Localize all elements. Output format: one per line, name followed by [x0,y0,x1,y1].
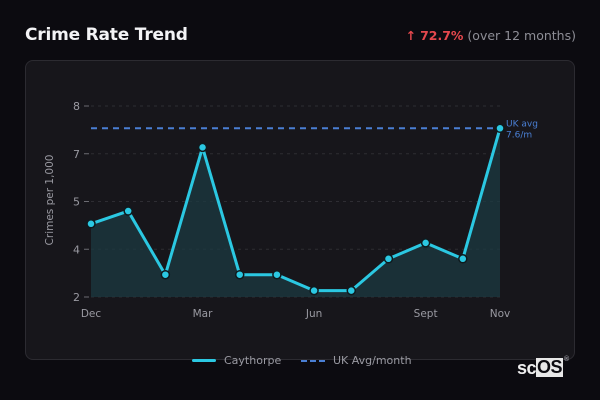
trend-percent: 72.7% [420,28,464,43]
data-point[interactable] [272,269,282,280]
y-tick-label: 5 [73,196,80,209]
data-point[interactable] [123,206,133,216]
trend-up-arrow-icon: ↑ [405,28,417,43]
y-axis-label: Crimes per 1,000 [44,155,56,246]
data-point[interactable] [346,285,357,296]
x-tick-label: Mar [193,308,213,320]
x-tick-label: Nov [490,308,511,320]
page-title: Crime Rate Trend [25,25,188,45]
data-points [86,123,505,296]
uk-average-annotation-line1: UK avg [506,119,538,129]
data-point[interactable] [197,142,208,153]
data-point[interactable] [234,269,245,280]
chart-legend: Caythorpe UK Avg/month [0,354,600,372]
trend-summary: ↑ 72.7% (over 12 months) [406,28,576,43]
trend-note: (over 12 months) [467,28,576,43]
legend-item-caythorpe[interactable]: Caythorpe [192,354,281,367]
dashed-line-swatch-icon [301,359,325,362]
y-tick-label: 7 [73,148,80,161]
y-tick-label: 2 [73,291,80,304]
data-point[interactable] [458,254,468,264]
data-point[interactable] [420,238,431,248]
uk-average-annotation-line2: 7.6/m [506,130,532,140]
legend-label-uk-average: UK Avg/month [333,354,412,367]
y-axis: 2 4 5 7 8 [73,100,89,304]
legend-label-caythorpe: Caythorpe [224,354,282,367]
data-point[interactable] [383,254,394,264]
x-tick-label: Jun [305,308,322,320]
y-tick-label: 4 [73,243,80,256]
x-axis: Dec Mar Jun Sept Nov [81,308,510,320]
series-line-caythorpe [90,127,502,293]
registered-mark-icon: ® [564,356,569,363]
x-tick-label: Dec [81,308,102,320]
data-point[interactable] [495,123,505,134]
brand-prefix: sc [517,358,537,378]
data-point[interactable] [309,285,319,296]
x-tick-label: Sept [414,308,438,320]
y-tick-label: 8 [73,100,80,113]
brand-logo: sc OS ® [517,356,569,379]
brand-highlight: OS [536,357,564,377]
data-point[interactable] [86,219,96,229]
data-point[interactable] [160,269,171,280]
solid-line-swatch-icon [192,359,216,362]
legend-item-uk-average[interactable]: UK Avg/month [301,354,412,367]
